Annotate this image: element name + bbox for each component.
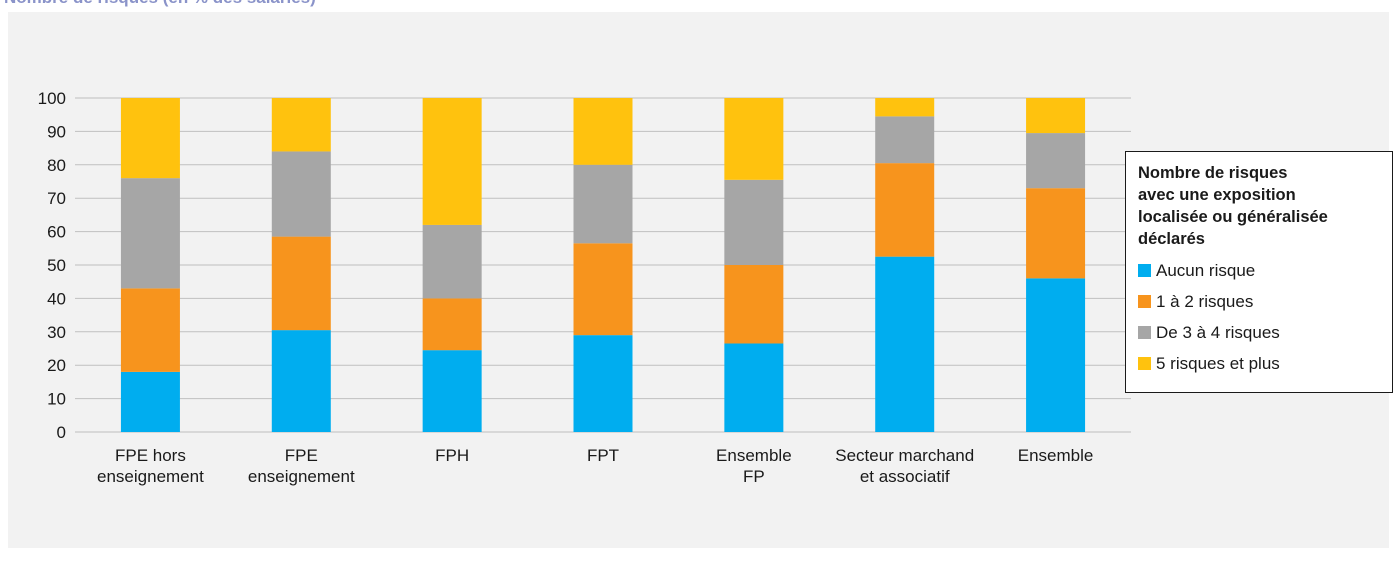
legend-swatch: [1138, 326, 1151, 339]
bar-segment: [875, 256, 935, 432]
chart-title: Nombre de risques (en % des salariés): [4, 0, 316, 8]
legend-swatch: [1138, 264, 1151, 277]
y-tick-label: 80: [47, 156, 66, 175]
legend-items: Aucun risque 1 à 2 risques De 3 à 4 risque…: [1138, 255, 1384, 379]
y-tick-label: 30: [47, 323, 66, 342]
legend-item: De 3 à 4 risques: [1138, 317, 1384, 348]
x-tick-label: FPH: [435, 446, 469, 465]
legend-item: Aucun risque: [1138, 255, 1384, 286]
bar-segment: [1026, 278, 1086, 432]
x-tick-label: enseignement: [248, 467, 355, 486]
legend-item: 5 risques et plus: [1138, 348, 1384, 379]
y-tick-label: 0: [57, 423, 66, 442]
bar-segment: [724, 98, 784, 180]
bar-segment: [422, 224, 482, 299]
x-tick-label: Ensemble: [1018, 446, 1094, 465]
bar-segment: [724, 265, 784, 344]
legend-label: De 3 à 4 risques: [1156, 322, 1280, 342]
bar-segment: [120, 288, 180, 372]
x-tick-label: enseignement: [97, 467, 204, 486]
y-tick-label: 70: [47, 189, 66, 208]
bar-segment: [1026, 133, 1086, 189]
bar-segment: [271, 236, 331, 331]
legend-label: Aucun risque: [1156, 260, 1256, 280]
x-tick-label: FPT: [587, 446, 619, 465]
legend-swatch: [1138, 357, 1151, 370]
bar-segment: [120, 98, 180, 179]
x-tick-label: Ensemble: [716, 446, 792, 465]
chart-panel: 0 10 20 30 40 50 60 70 80 90 100 FPE hors enseignem…: [8, 12, 1393, 548]
y-tick-label: 40: [47, 289, 66, 308]
legend-item: 1 à 2 risques: [1138, 286, 1384, 317]
legend-title-line: avec une exposition: [1138, 186, 1296, 204]
legend-title: Nombre de risques avec une exposition lo…: [1138, 162, 1384, 250]
bars: [120, 98, 1086, 432]
bar-segment: [1026, 98, 1086, 134]
bar-segment: [875, 163, 935, 257]
bar-segment: [573, 98, 633, 165]
y-tick-label: 20: [47, 356, 66, 375]
bar-segment: [573, 335, 633, 432]
bar-segment: [271, 98, 331, 152]
bar-segment: [1026, 188, 1086, 279]
legend-title-line: déclarés: [1138, 230, 1205, 248]
y-tick-label: 60: [47, 223, 66, 242]
x-tick-label: FPE hors: [115, 446, 186, 465]
bar-segment: [271, 330, 331, 432]
bar-segment: [271, 151, 331, 237]
y-axis-tick-labels: 0 10 20 30 40 50 60 70 80 90 100: [38, 89, 66, 442]
x-tick-label: FP: [743, 467, 765, 486]
legend-swatch: [1138, 295, 1151, 308]
bar-segment: [724, 343, 784, 432]
bar-segment: [422, 98, 482, 225]
legend-label: 1 à 2 risques: [1156, 291, 1254, 311]
y-tick-label: 50: [47, 256, 66, 275]
y-tick-label: 10: [47, 390, 66, 409]
x-tick-label: Secteur marchand: [835, 446, 974, 465]
bar-segment: [724, 179, 784, 265]
y-tick-label: 90: [47, 122, 66, 141]
bar-segment: [573, 243, 633, 336]
bar-segment: [422, 350, 482, 432]
bar-segment: [422, 298, 482, 351]
x-tick-label: FPE: [285, 446, 318, 465]
x-tick-label: et associatif: [860, 467, 950, 486]
bar-segment: [573, 164, 633, 244]
stacked-bar-chart: 0 10 20 30 40 50 60 70 80 90 100 FPE hors enseignem…: [38, 89, 1131, 486]
bar-segment: [120, 371, 180, 432]
bar-segment: [120, 178, 180, 289]
legend-title-line: localisée ou généralisée: [1138, 208, 1328, 226]
legend-title-line: Nombre de risques: [1138, 164, 1288, 182]
x-axis-tick-labels: FPE hors enseignement FPE enseignement FPH FP…: [97, 446, 1093, 486]
y-tick-label: 100: [38, 89, 66, 108]
legend: Nombre de risques avec une exposition lo…: [1125, 151, 1393, 393]
legend-label: 5 risques et plus: [1156, 353, 1280, 373]
bar-segment: [875, 98, 935, 117]
bar-segment: [875, 116, 935, 164]
